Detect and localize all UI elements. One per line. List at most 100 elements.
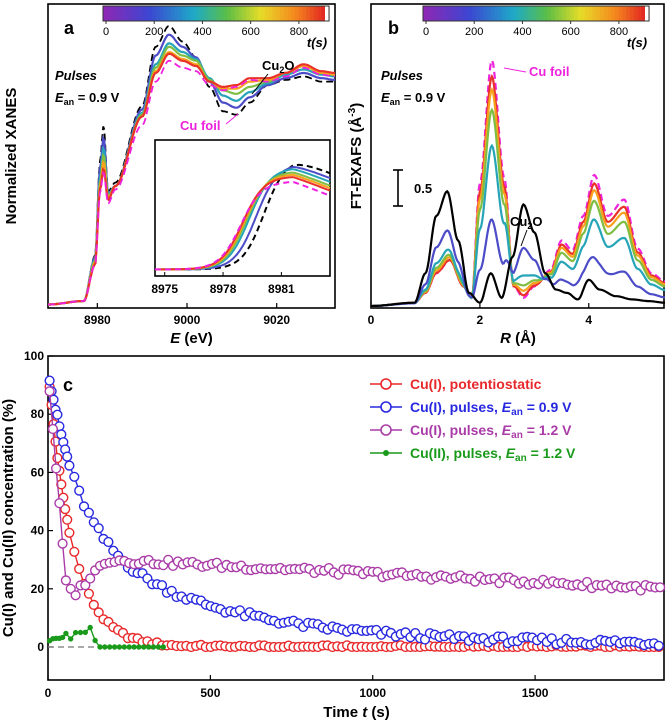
panel-c-marker <box>654 582 666 593</box>
panel-b-colorbar-frame <box>422 5 650 22</box>
panel-c-marker <box>97 644 103 650</box>
panel-b-colorbar-tick-label: 200 <box>465 26 483 38</box>
panel-c-marker <box>93 607 104 618</box>
panel-b-colorbar-cell <box>536 6 541 21</box>
panel-b-colorbar-cell <box>490 6 496 21</box>
panel-b-colorbar-cell <box>445 6 450 21</box>
panel-b-colorbar-cell <box>434 6 439 21</box>
panel-c-marker <box>64 527 75 538</box>
panel-a-colorbar-cell <box>321 6 326 21</box>
panel-c-marker <box>107 644 113 650</box>
panel-c-marker <box>52 409 63 420</box>
panel-b-colorbar-cell <box>475 6 481 21</box>
panel-a-colorbar-cell <box>280 6 285 21</box>
panel-c-marker <box>85 573 96 584</box>
panel-a-colorbar-tick-label: 0 <box>103 26 109 38</box>
panel-c-x-tick-label: 1000 <box>359 686 386 700</box>
panel-c-marker <box>47 423 59 435</box>
panel-c-marker <box>54 498 65 509</box>
panel-c-marker <box>57 538 68 549</box>
panel-b-letter: b <box>388 18 399 38</box>
panel-b-colorbar-cell <box>460 6 466 21</box>
panel-c-y-tick-label: 40 <box>31 524 45 538</box>
panel-c-marker <box>62 451 73 462</box>
panel-a-colorbar-cell <box>268 6 274 21</box>
panel-b-colorbar-cell <box>566 6 571 21</box>
panel-b-colorbar-cell <box>611 6 616 21</box>
panel-a-colorbar-cell <box>106 6 112 21</box>
panel-a-colorbar-cell <box>295 6 300 21</box>
panel-b-colorbar-cell <box>622 6 627 21</box>
panel-a-colorbar-cell <box>170 6 176 21</box>
panel-c-marker <box>50 463 62 474</box>
panel-b-cu2o-arrow <box>520 229 528 247</box>
panel-b-y-label: FT-EXAFS (Å-3) <box>347 103 365 209</box>
panel-b-colorbar-cell <box>464 6 469 21</box>
panel-a-inset-line <box>155 163 331 271</box>
panel-b-colorbar-cell <box>615 6 620 21</box>
panel-b-colorbar-cell <box>547 6 552 21</box>
panel-a-colorbar-cell <box>144 6 149 21</box>
panel-a-series-line <box>48 59 335 306</box>
panel-b-pulses-label: Pulses <box>381 68 423 83</box>
panel-a-colorbar-cell <box>151 6 157 21</box>
panel-a-colorbar-cell <box>242 6 247 21</box>
panel-c-marker <box>64 460 75 471</box>
panel-a-ean-label: Ean = 0.9 V <box>55 90 120 107</box>
panel-c-marker <box>63 630 69 637</box>
panel-a-colorbar-cell <box>182 6 187 21</box>
panel-c-marker <box>56 479 67 490</box>
panel-c-y-tick-label: 60 <box>31 465 45 479</box>
panel-a-colorbar-cell <box>283 6 289 21</box>
panel-c-marker <box>93 523 104 534</box>
panel-a-colorbar-cell <box>114 6 119 21</box>
panel-a-colorbar-cell <box>291 6 296 21</box>
panel-a-colorbar-cell <box>234 6 240 21</box>
panel-c-marker <box>126 644 132 650</box>
panel-c-series <box>46 624 167 650</box>
panel-a-colorbar-cell <box>129 6 134 21</box>
panel-a-colorbar-cell <box>253 6 259 21</box>
panel-a-colorbar-cell <box>174 6 179 21</box>
panel-a-x-tick-label: 9000 <box>174 313 201 327</box>
panel-a-colorbar-cell <box>155 6 161 21</box>
panel-b-series-line <box>371 87 666 308</box>
panel-a-colorbar-cell <box>231 6 236 21</box>
panel-b-colorbar-cell <box>596 6 601 21</box>
panel-c-marker <box>160 644 167 650</box>
panel-c-marker <box>68 636 74 642</box>
panel-b-colorbar-tick-label: 800 <box>610 26 628 38</box>
panel-a-colorbar-cell <box>264 6 270 21</box>
panel-a-colorbar-cell <box>110 6 115 21</box>
panel-c-series <box>44 386 666 601</box>
panel-c-legend-label: Cu(I), pulses, Ean = 1.2 V <box>410 422 572 441</box>
panel-a-colorbar-cell <box>148 6 153 21</box>
panel-a-colorbar-cell <box>189 6 194 21</box>
panel-a-colorbar-cell <box>276 6 281 21</box>
panel-c-marker <box>653 640 664 651</box>
panel-a-cufoil-arrow <box>225 113 239 125</box>
panel-b-series-line <box>371 218 665 308</box>
panel-b-colorbar-label: t(s) <box>627 35 647 50</box>
panel-a-colorbar-cell <box>167 6 172 21</box>
panel-a-inset-line <box>155 176 331 271</box>
panel-a-colorbar-cell <box>246 6 251 21</box>
panel-c-marker <box>70 590 81 601</box>
panel-a-colorbar-cell <box>159 6 164 21</box>
panel-c-marker <box>155 644 162 650</box>
panel-c-x-tick-label: 0 <box>45 686 52 700</box>
panel-c-y-tick-label: 100 <box>24 349 44 363</box>
panel-b-colorbar-cell <box>562 6 567 21</box>
panel-c-marker <box>116 644 123 650</box>
panel-c-frame <box>47 355 665 681</box>
panel-b-colorbar-cell <box>592 6 597 21</box>
panel-c-marker <box>72 629 79 636</box>
panel-b-colorbar-cell <box>468 6 473 21</box>
panel-a-cu2o-arrow <box>251 73 269 95</box>
panel-c-legend: Cu(I), potentiostatic Cu(I), pulses, Ean … <box>370 376 576 464</box>
panel-b-x-label: R (Å) <box>500 330 536 347</box>
panel-c-marker <box>111 644 118 650</box>
panel-b-colorbar-tick-label: 600 <box>561 26 579 38</box>
panel-c-legend-marker <box>383 450 389 456</box>
panel-a-colorbar-cell <box>163 6 168 21</box>
